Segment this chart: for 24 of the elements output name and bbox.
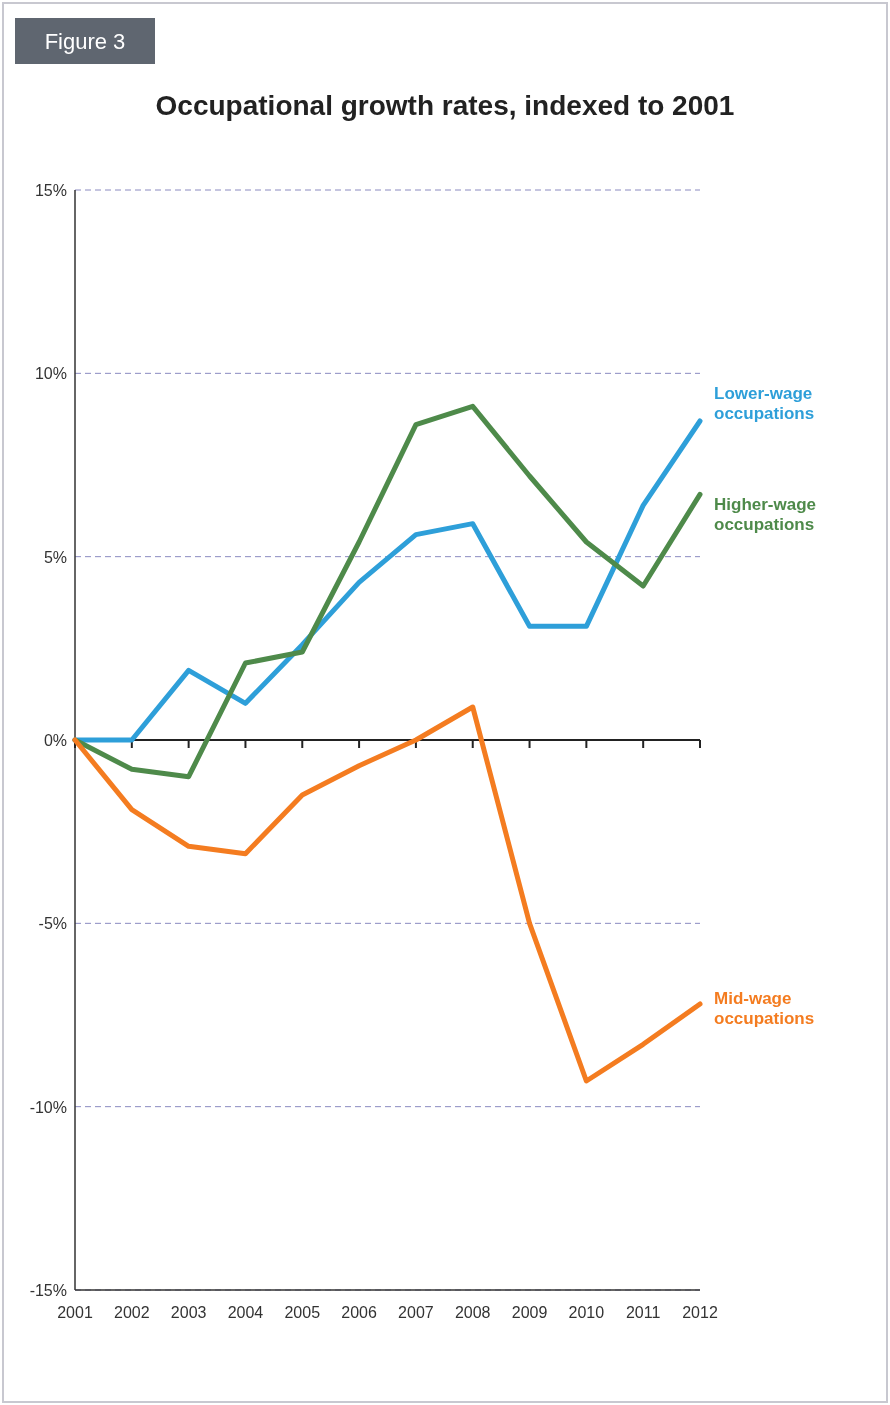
- y-tick-label: 5%: [43, 548, 67, 566]
- x-tick-label: 2002: [114, 1304, 150, 1321]
- x-tick-label: 2004: [227, 1304, 264, 1321]
- x-tick-label: 2009: [511, 1304, 548, 1321]
- y-tick-label: -5%: [38, 915, 67, 933]
- x-tick-label: 2005: [284, 1304, 321, 1321]
- x-tick-label: 2001: [57, 1304, 93, 1321]
- series-label: Mid-wage occupations: [714, 989, 815, 1028]
- x-tick-label: 2010: [568, 1304, 605, 1321]
- y-tick-label: -15%: [29, 1282, 67, 1299]
- caption: Figure 3: [44, 29, 126, 54]
- x-tick-label: 2011: [625, 1304, 661, 1321]
- x-tick-label: 2003: [170, 1304, 207, 1321]
- x-tick-label: 2006: [341, 1304, 377, 1321]
- y-tick-label: 10%: [34, 365, 67, 383]
- y-tick-label: 0%: [43, 732, 67, 749]
- x-tick-label: 2012: [682, 1304, 718, 1321]
- y-tick-label: 15%: [34, 182, 67, 199]
- series-label: Higher-wage occupations: [714, 495, 817, 535]
- series-label: Lower-wage occupations: [714, 384, 815, 423]
- y-tick-label: -10%: [29, 1098, 67, 1116]
- x-tick-label: 2007: [398, 1304, 434, 1321]
- x-tick-label: 2008: [454, 1304, 491, 1321]
- chart-title: Occupational growth rates, indexed to 2001: [155, 90, 735, 121]
